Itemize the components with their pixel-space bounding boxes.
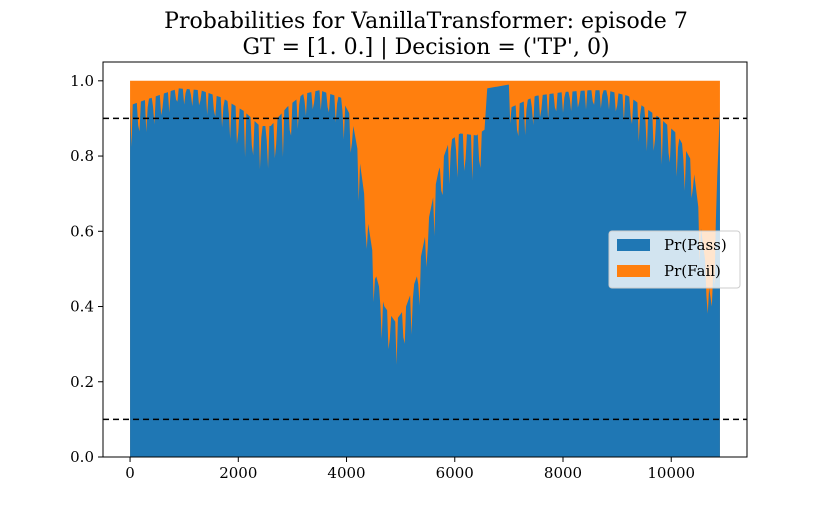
legend-label-pass: Pr(Pass): [664, 236, 727, 254]
x-tick-label: 4000: [327, 464, 365, 482]
y-tick-label: 0.0: [70, 448, 94, 466]
chart-title-line-1: Probabilities for VanillaTransformer: ep…: [164, 9, 688, 34]
x-tick-label: 8000: [544, 464, 582, 482]
x-axis: 0 2000 4000 6000 8000 10000: [125, 457, 695, 482]
y-tick-label: 1.0: [70, 72, 94, 90]
y-tick-label: 0.6: [70, 222, 94, 240]
pass-area: [130, 84, 720, 457]
axes-frame: [102, 61, 748, 458]
legend: Pr(Pass) Pr(Fail): [608, 230, 741, 289]
x-tick-label: 0: [125, 464, 135, 482]
legend-swatch-pass: [617, 239, 650, 251]
chart-title-line-2: GT = [1. 0.] | Decision = ('TP', 0): [242, 35, 609, 60]
plot-area: [130, 80, 720, 458]
legend-swatch-fail: [617, 265, 650, 277]
legend-label-fail: Pr(Fail): [664, 262, 721, 280]
y-tick-label: 0.2: [70, 373, 94, 391]
y-tick-label: 0.4: [70, 298, 94, 316]
x-tick-label: 10000: [647, 464, 695, 482]
x-tick-label: 6000: [436, 464, 474, 482]
y-axis: 0.0 0.2 0.4 0.6 0.8 1.0: [70, 72, 103, 466]
y-tick-label: 0.8: [70, 147, 94, 165]
x-tick-label: 2000: [219, 464, 257, 482]
